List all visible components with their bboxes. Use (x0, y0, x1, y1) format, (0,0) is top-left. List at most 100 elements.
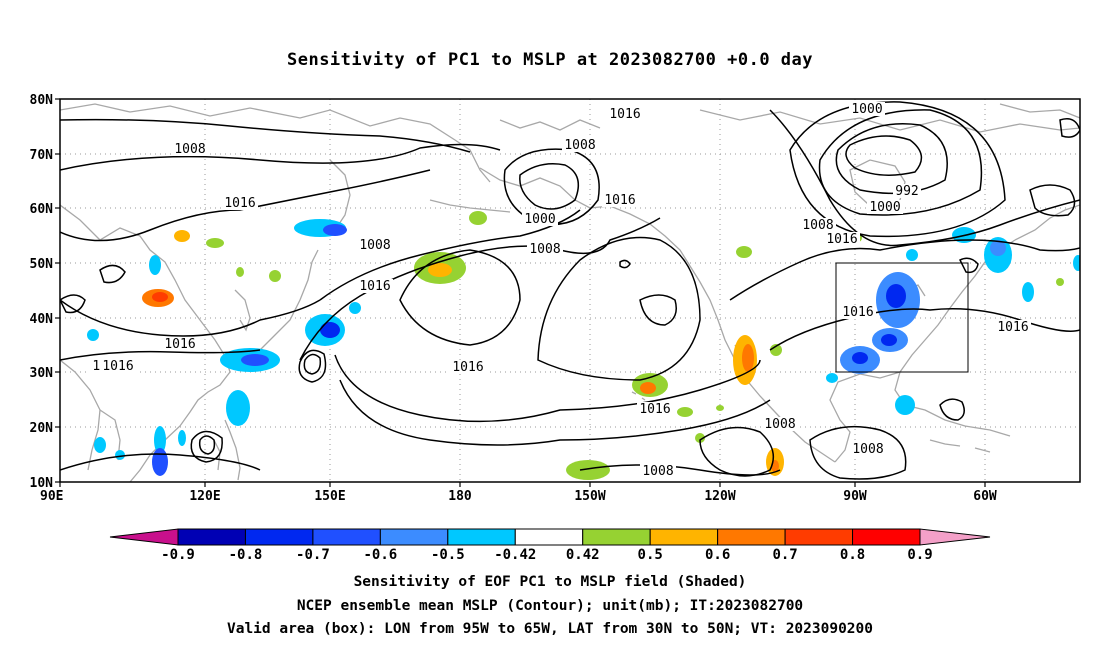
contour-label: 1016 (604, 193, 635, 208)
contour-label: 1016 (164, 337, 195, 352)
lon-tick-label: 120E (189, 489, 220, 504)
lat-tick-label: 50N (30, 257, 54, 272)
mslp-contours (60, 101, 1080, 480)
contour-label-bg (357, 279, 393, 293)
sensitivity-patch (469, 211, 487, 225)
sensitivity-patch (178, 430, 186, 446)
sensitivity-patch (895, 395, 915, 415)
colorbar-segment (447, 528, 516, 546)
sensitivity-patch (94, 437, 106, 453)
longitude-axis: 90E 120E 150E 180 150W 120W 90W 60W (40, 482, 997, 504)
lat-tick-label: 20N (30, 421, 54, 436)
colorbar-segment (379, 528, 449, 546)
colorbar-low-end (109, 528, 179, 546)
colorbar-segment (717, 528, 786, 546)
lon-tick-label: 60W (973, 489, 997, 504)
sensitivity-patch (349, 302, 361, 314)
contour-label-bg (222, 196, 258, 210)
contour-label-bg (162, 337, 198, 351)
contour-label: 1000 (524, 212, 555, 227)
sensitivity-patch (154, 426, 166, 454)
contour-label-bg (100, 359, 136, 373)
sensitivity-patch (640, 382, 656, 394)
lat-tick-label: 60N (30, 202, 54, 217)
colorbar-segment (852, 528, 921, 546)
contour-label-bg (607, 107, 643, 121)
colorbar-label: 0.6 (705, 547, 730, 563)
sensitivity-patch (677, 407, 693, 417)
contour-label: 1016 (224, 196, 255, 211)
lon-tick-label: 180 (448, 489, 472, 504)
contour-label-bg (824, 232, 860, 246)
colorbar-segment (177, 528, 246, 546)
colorbar-label: -0.9 (161, 547, 195, 563)
contour-label: 1008 (852, 442, 883, 457)
colorbar-segment (312, 528, 381, 546)
sensitivity-patch (320, 322, 340, 338)
lat-tick-label: 30N (30, 366, 54, 381)
contour-labels: 1016 1008 1016 1008 1016 1016 1008 1000 1008 1016… (90, 102, 1031, 479)
contour-label-bg (527, 242, 563, 256)
contour-label-bg (172, 142, 208, 156)
lat-tick-label: 70N (30, 148, 54, 163)
sensitivity-patch (152, 292, 168, 302)
contour-label: 1000 (851, 102, 882, 117)
sensitivity-patch (886, 284, 906, 308)
contour-label-bg (357, 238, 393, 252)
sensitivity-patch (323, 224, 347, 236)
contour-label: 1008 (764, 417, 795, 432)
sensitivity-patch (87, 329, 99, 341)
map-frame (59, 98, 1081, 483)
contour-label: 1016 (102, 359, 133, 374)
sensitivity-patch (770, 344, 782, 356)
sensitivity-patch (152, 448, 168, 476)
contour-label-bg (850, 442, 886, 456)
colorbar-label: -0.42 (494, 547, 536, 563)
sensitivity-patch (428, 263, 452, 277)
contour-label-bg (893, 184, 921, 198)
contour-label-bg (562, 138, 598, 152)
figure-title: Sensitivity of PC1 to MSLP at 2023082700… (286, 50, 813, 70)
contour-label-bg (522, 212, 558, 226)
colorbar-label: -0.5 (431, 547, 465, 563)
contour-label: 1008 (642, 464, 673, 479)
contour-label: 1016 (997, 320, 1028, 335)
colorbar: -0.9 -0.8 -0.7 -0.6 -0.5 -0.42 0.42 0.5 0.6 0.7 0.… (109, 528, 991, 563)
lon-tick-label: 150W (574, 489, 605, 504)
sensitivity-patch (1056, 278, 1064, 286)
contour-label: 1008 (564, 138, 595, 153)
colorbar-label: -0.7 (296, 547, 330, 563)
lon-tick-label: 150E (314, 489, 345, 504)
footer-line-2: NCEP ensemble mean MSLP (Contour); unit(… (296, 598, 804, 614)
sensitivity-patch (906, 249, 918, 261)
contour-label: 992 (895, 184, 918, 199)
colorbar-label: 0.7 (772, 547, 797, 563)
colorbar-label: 0.8 (840, 547, 865, 563)
sensitivity-patch (149, 255, 161, 275)
footer-line-1: Sensitivity of EOF PC1 to MSLP field (Sh… (353, 574, 747, 590)
sensitivity-patch (1022, 282, 1034, 302)
contour-label-bg (995, 320, 1031, 334)
colorbar-high-end (919, 528, 991, 546)
lat-tick-label: 80N (30, 93, 54, 108)
sensitivity-patch (226, 390, 250, 426)
lon-tick-label: 90E (40, 489, 63, 504)
sensitivity-patch (236, 267, 244, 277)
contour-label-bg (450, 360, 486, 374)
contour-label: 1008 (802, 218, 833, 233)
contour-label: 1016 (842, 305, 873, 320)
contour-label-bg (602, 193, 638, 207)
sensitivity-patch (826, 373, 838, 383)
contour-label-bg (800, 218, 836, 232)
sensitivity-patch (1073, 255, 1080, 271)
sensitivity-patch (695, 433, 705, 443)
contour-label: 1000 (869, 200, 900, 215)
lon-tick-label: 120W (704, 489, 735, 504)
colorbar-segment (514, 528, 584, 546)
lat-tick-label: 40N (30, 312, 54, 327)
contour-label: 1008 (529, 242, 560, 257)
sensitivity-patch (206, 238, 224, 248)
lon-tick-label: 90W (843, 489, 867, 504)
contour-label: 1016 (452, 360, 483, 375)
colorbar-segment (784, 528, 854, 546)
